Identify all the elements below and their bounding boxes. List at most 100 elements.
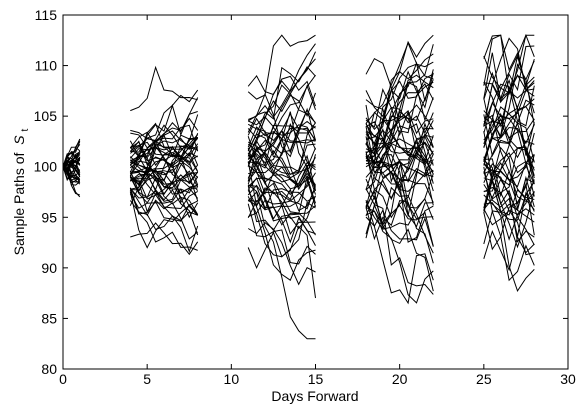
sample-path-line xyxy=(483,107,535,161)
sample-path-line xyxy=(483,171,535,237)
sample-path-line xyxy=(483,186,535,256)
sample-path-line xyxy=(483,202,535,293)
sample-path-line xyxy=(365,70,434,118)
sample-path-line xyxy=(62,156,81,171)
x-tick-label: 5 xyxy=(143,371,151,387)
sample-path-line xyxy=(365,135,434,226)
sample-path-line xyxy=(129,117,199,176)
sample-path-line xyxy=(247,140,316,195)
sample-path-line xyxy=(248,127,316,196)
sample-path-line xyxy=(365,99,434,175)
sample-path-line xyxy=(365,186,434,254)
sample-path-line xyxy=(247,122,316,185)
sample-path-line xyxy=(483,189,535,216)
sample-path-line xyxy=(129,188,198,251)
sample-path-line xyxy=(365,203,434,292)
sample-path-line xyxy=(62,155,81,168)
sample-path-line xyxy=(130,137,198,214)
y-axis-label: Sample Paths of S t xyxy=(11,128,31,255)
sample-path-line xyxy=(130,144,199,175)
sample-path-line xyxy=(247,199,316,246)
sample-path-line xyxy=(247,58,316,157)
sample-path-line xyxy=(130,222,199,256)
y-axis-ticks: 80 85 90 95 100 105 110 115 xyxy=(34,7,568,377)
sample-path-line xyxy=(365,127,434,174)
sample-path-line xyxy=(365,151,434,220)
sample-path-line xyxy=(129,200,199,254)
sample-path-line xyxy=(483,112,535,171)
sample-path-line xyxy=(247,147,316,186)
sample-path-line xyxy=(247,92,316,167)
sample-path-line xyxy=(130,132,199,169)
sample-path-line xyxy=(483,122,535,182)
sample-path-line xyxy=(247,34,316,100)
sample-path-line xyxy=(366,104,434,162)
x-axis-label: Days Forward xyxy=(271,388,358,404)
sample-path-line xyxy=(129,103,198,165)
y-axis-label-symbol: S xyxy=(11,135,27,145)
sample-path-line xyxy=(248,43,316,120)
y-tick-label: 80 xyxy=(41,361,57,377)
sample-path-line xyxy=(247,189,316,281)
sample-path-line xyxy=(365,160,434,243)
sample-path-line xyxy=(247,92,316,158)
sample-path-line xyxy=(247,203,316,265)
sample-path-line xyxy=(247,175,316,232)
y-tick-label: 95 xyxy=(41,209,57,225)
sample-path-line xyxy=(247,74,316,136)
sample-path-line xyxy=(483,178,535,243)
sample-path-line xyxy=(247,146,316,187)
sample-path-line xyxy=(247,222,316,286)
sample-path-line xyxy=(483,229,535,272)
sample-path-line xyxy=(247,225,316,299)
sample-path-line xyxy=(483,161,535,236)
sample-path-line xyxy=(129,145,198,188)
sample-path-line xyxy=(130,164,199,186)
sample-path-line xyxy=(483,34,535,95)
sample-path-line xyxy=(483,159,535,246)
sample-path-line xyxy=(483,115,535,165)
y-tick-label: 110 xyxy=(35,58,58,74)
sample-path-line xyxy=(247,184,316,211)
x-tick-label: 20 xyxy=(392,371,408,387)
sample-path-line xyxy=(483,209,535,282)
sample-path-line xyxy=(365,143,434,191)
y-axis-label-subscript: t xyxy=(20,128,31,131)
sample-path-line xyxy=(247,108,316,142)
sample-path-line xyxy=(62,150,81,176)
sample-path-line xyxy=(365,79,434,190)
y-axis-label-text: Sample Paths of xyxy=(11,152,27,255)
x-tick-label: 30 xyxy=(560,371,576,387)
sample-path-line xyxy=(62,166,81,182)
sample-path-line xyxy=(365,61,434,165)
sample-path-line xyxy=(365,154,434,228)
y-tick-label: 100 xyxy=(34,159,58,175)
sample-path-line xyxy=(247,51,316,151)
y-tick-label: 115 xyxy=(35,7,58,23)
sample-path-line xyxy=(365,200,434,264)
sample-path-line xyxy=(365,115,434,156)
sample-path-line xyxy=(365,58,434,192)
x-tick-label: 0 xyxy=(59,371,67,387)
sample-path-line xyxy=(247,133,316,176)
sample-path-line xyxy=(365,106,434,135)
sample-path-line xyxy=(483,152,535,209)
sample-path-line xyxy=(129,187,199,240)
sample-path-line xyxy=(247,153,316,201)
sample-path-line xyxy=(247,184,316,236)
sample-path-line xyxy=(365,209,434,247)
x-tick-label: 25 xyxy=(476,371,492,387)
sample-path-line xyxy=(247,176,316,230)
sample-path-line xyxy=(130,134,198,172)
sample-path-line xyxy=(483,114,535,211)
sample-path-line xyxy=(247,92,316,128)
sample-path-line xyxy=(129,171,199,202)
sample-path-line xyxy=(483,131,535,241)
x-tick-label: 10 xyxy=(224,371,240,387)
y-tick-label: 85 xyxy=(41,310,57,326)
sample-path-line xyxy=(247,141,316,207)
sample-path-line xyxy=(483,147,535,192)
sample-path-line xyxy=(129,189,199,222)
sample-path-line xyxy=(365,199,434,305)
